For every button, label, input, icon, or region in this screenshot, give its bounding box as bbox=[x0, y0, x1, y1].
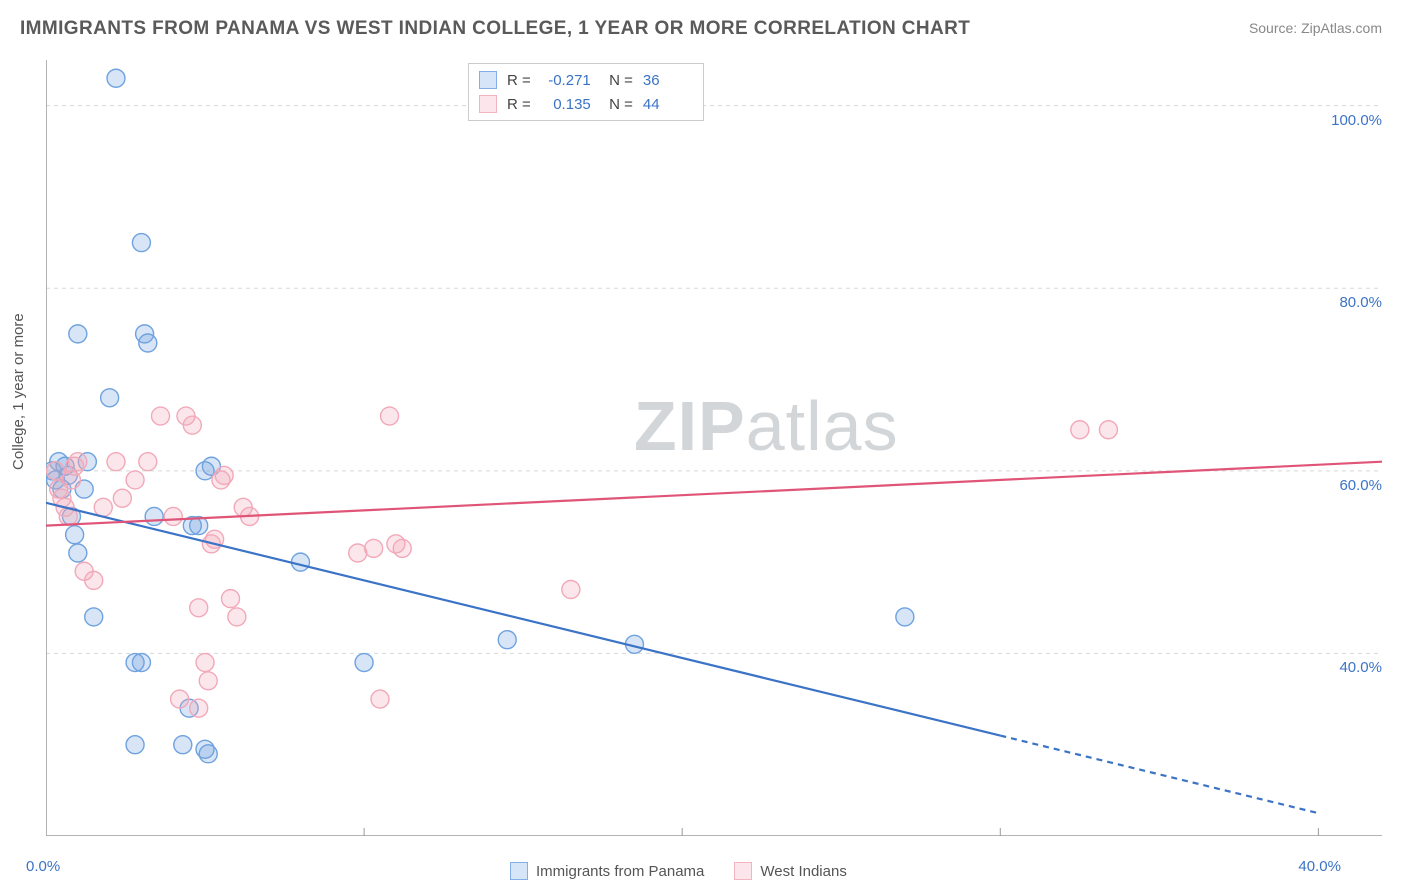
correlation-legend: R = -0.271 N = 36 R = 0.135 N = 44 bbox=[468, 63, 704, 121]
legend-r-label: R = bbox=[507, 72, 531, 89]
data-point bbox=[171, 690, 189, 708]
chart-container: IMMIGRANTS FROM PANAMA VS WEST INDIAN CO… bbox=[0, 0, 1406, 892]
x-tick-label: 40.0% bbox=[1298, 858, 1341, 875]
legend-swatch bbox=[734, 862, 752, 880]
scatter-plot-svg bbox=[46, 60, 1382, 836]
data-point bbox=[164, 507, 182, 525]
data-point bbox=[107, 69, 125, 87]
data-point bbox=[126, 736, 144, 754]
data-point bbox=[139, 453, 157, 471]
data-point bbox=[199, 672, 217, 690]
data-point bbox=[126, 471, 144, 489]
data-point bbox=[291, 553, 309, 571]
data-point bbox=[85, 571, 103, 589]
x-tick-label: 0.0% bbox=[26, 858, 60, 875]
legend-n-label: N = bbox=[601, 96, 633, 113]
series-legend-item: Immigrants from Panama bbox=[510, 862, 704, 880]
y-axis-label: College, 1 year or more bbox=[10, 313, 27, 470]
data-point bbox=[190, 699, 208, 717]
trend-line-extrapolated bbox=[1000, 736, 1318, 814]
legend-swatch bbox=[479, 71, 497, 89]
data-point bbox=[85, 608, 103, 626]
data-point bbox=[355, 654, 373, 672]
data-point bbox=[107, 453, 125, 471]
legend-r-value: -0.271 bbox=[541, 72, 591, 89]
data-point bbox=[94, 498, 112, 516]
legend-n-label: N = bbox=[601, 72, 633, 89]
series-name: West Indians bbox=[760, 863, 846, 880]
data-point bbox=[1071, 421, 1089, 439]
data-point bbox=[349, 544, 367, 562]
data-point bbox=[896, 608, 914, 626]
data-point bbox=[132, 234, 150, 252]
series-legend: Immigrants from Panama West Indians bbox=[510, 862, 847, 880]
data-point bbox=[152, 407, 170, 425]
data-point bbox=[215, 466, 233, 484]
data-point bbox=[190, 599, 208, 617]
legend-n-value: 36 bbox=[643, 72, 693, 89]
data-point bbox=[228, 608, 246, 626]
y-tick-label: 80.0% bbox=[1322, 294, 1382, 311]
series-name: Immigrants from Panama bbox=[536, 863, 704, 880]
data-point bbox=[174, 736, 192, 754]
legend-n-value: 44 bbox=[643, 96, 693, 113]
series-legend-item: West Indians bbox=[734, 862, 846, 880]
source-name: ZipAtlas.com bbox=[1301, 20, 1382, 36]
data-point bbox=[69, 453, 87, 471]
legend-swatch bbox=[510, 862, 528, 880]
y-tick-label: 40.0% bbox=[1322, 659, 1382, 676]
data-point bbox=[113, 489, 131, 507]
legend-r-label: R = bbox=[507, 96, 531, 113]
data-point bbox=[69, 325, 87, 343]
data-point bbox=[371, 690, 389, 708]
data-point bbox=[199, 745, 217, 763]
data-point bbox=[381, 407, 399, 425]
data-point bbox=[66, 526, 84, 544]
data-point bbox=[221, 590, 239, 608]
source-attribution: Source: ZipAtlas.com bbox=[1249, 20, 1382, 36]
legend-r-value: 0.135 bbox=[541, 96, 591, 113]
data-point bbox=[183, 416, 201, 434]
data-point bbox=[139, 334, 157, 352]
y-tick-label: 60.0% bbox=[1322, 477, 1382, 494]
y-tick-label: 100.0% bbox=[1322, 112, 1382, 129]
data-point bbox=[47, 462, 65, 480]
chart-title: IMMIGRANTS FROM PANAMA VS WEST INDIAN CO… bbox=[20, 18, 970, 40]
legend-row: R = -0.271 N = 36 bbox=[479, 68, 693, 92]
legend-row: R = 0.135 N = 44 bbox=[479, 92, 693, 116]
data-point bbox=[1099, 421, 1117, 439]
source-label: Source: bbox=[1249, 20, 1297, 36]
data-point bbox=[132, 654, 150, 672]
data-point bbox=[562, 581, 580, 599]
data-point bbox=[101, 389, 119, 407]
data-point bbox=[365, 539, 383, 557]
data-point bbox=[393, 539, 411, 557]
data-point bbox=[69, 544, 87, 562]
legend-swatch bbox=[479, 95, 497, 113]
data-point bbox=[145, 507, 163, 525]
data-point bbox=[498, 631, 516, 649]
data-point bbox=[196, 654, 214, 672]
